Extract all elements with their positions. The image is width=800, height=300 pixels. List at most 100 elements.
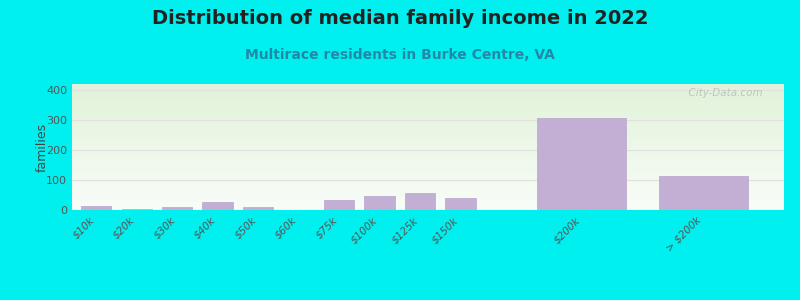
Bar — [72, 167, 784, 168]
Bar — [72, 135, 784, 136]
Bar — [72, 159, 784, 160]
Bar — [72, 179, 784, 180]
Bar — [72, 199, 784, 200]
Bar — [72, 171, 784, 172]
Bar — [72, 126, 784, 127]
Bar — [72, 172, 784, 173]
Bar — [72, 94, 784, 95]
Bar — [72, 152, 784, 153]
Bar — [72, 120, 784, 121]
Bar — [72, 157, 784, 158]
Bar — [538, 118, 626, 210]
Bar — [72, 101, 784, 102]
Bar — [72, 205, 784, 206]
Bar — [72, 162, 784, 163]
Bar — [72, 112, 784, 113]
Bar — [72, 139, 784, 140]
Bar — [72, 153, 784, 154]
Bar — [72, 115, 784, 116]
Bar — [72, 140, 784, 141]
Bar — [324, 200, 354, 210]
Bar — [72, 203, 784, 204]
Bar — [72, 88, 784, 89]
Bar — [72, 184, 784, 185]
Bar — [72, 134, 784, 135]
Bar — [72, 195, 784, 196]
Bar — [72, 177, 784, 178]
Bar — [72, 168, 784, 169]
Bar — [72, 124, 784, 125]
Bar — [72, 141, 784, 142]
Bar — [72, 187, 784, 188]
Bar — [162, 207, 192, 210]
Bar — [72, 176, 784, 177]
Bar — [72, 202, 784, 203]
Bar — [72, 144, 784, 145]
Bar — [364, 196, 394, 210]
Bar — [72, 196, 784, 197]
Bar — [72, 201, 784, 202]
Bar — [72, 128, 784, 129]
Bar — [72, 178, 784, 179]
Bar — [72, 193, 784, 194]
Bar — [72, 156, 784, 157]
Bar — [72, 114, 784, 115]
Bar — [72, 95, 784, 96]
Bar — [72, 131, 784, 132]
Bar — [72, 107, 784, 108]
Bar — [72, 173, 784, 174]
Bar — [72, 150, 784, 151]
Bar — [72, 180, 784, 181]
Bar — [72, 105, 784, 106]
Bar — [72, 148, 784, 149]
Bar — [72, 138, 784, 139]
Bar — [445, 198, 475, 210]
Text: Distribution of median family income in 2022: Distribution of median family income in … — [152, 9, 648, 28]
Y-axis label: families: families — [35, 122, 48, 172]
Bar — [72, 194, 784, 195]
Bar — [72, 90, 784, 91]
Bar — [202, 202, 233, 210]
Bar — [72, 182, 784, 183]
Bar — [72, 198, 784, 199]
Bar — [72, 132, 784, 133]
Bar — [72, 158, 784, 159]
Bar — [72, 102, 784, 103]
Bar — [72, 188, 784, 189]
Bar — [72, 100, 784, 101]
Bar — [405, 193, 435, 210]
Bar — [72, 96, 784, 97]
Bar — [72, 145, 784, 146]
Bar — [72, 117, 784, 118]
Bar — [72, 86, 784, 87]
Bar — [72, 186, 784, 187]
Bar — [72, 122, 784, 123]
Bar — [72, 119, 784, 120]
Bar — [72, 155, 784, 156]
Bar — [72, 192, 784, 193]
Bar — [72, 165, 784, 166]
Bar — [72, 85, 784, 86]
Bar — [72, 143, 784, 144]
Bar — [72, 169, 784, 170]
Text: Multirace residents in Burke Centre, VA: Multirace residents in Burke Centre, VA — [245, 48, 555, 62]
Bar — [81, 206, 111, 210]
Bar — [72, 92, 784, 93]
Bar — [72, 207, 784, 208]
Bar — [122, 209, 152, 210]
Bar — [72, 154, 784, 155]
Bar — [243, 207, 274, 210]
Bar — [72, 181, 784, 182]
Bar — [72, 163, 784, 164]
Bar — [72, 183, 784, 184]
Bar — [72, 133, 784, 134]
Bar — [72, 200, 784, 201]
Bar — [72, 160, 784, 161]
Bar — [72, 93, 784, 94]
Bar — [72, 174, 784, 175]
Bar — [72, 137, 784, 138]
Bar — [72, 164, 784, 165]
Bar — [72, 197, 784, 198]
Bar — [72, 189, 784, 190]
Bar — [72, 97, 784, 98]
